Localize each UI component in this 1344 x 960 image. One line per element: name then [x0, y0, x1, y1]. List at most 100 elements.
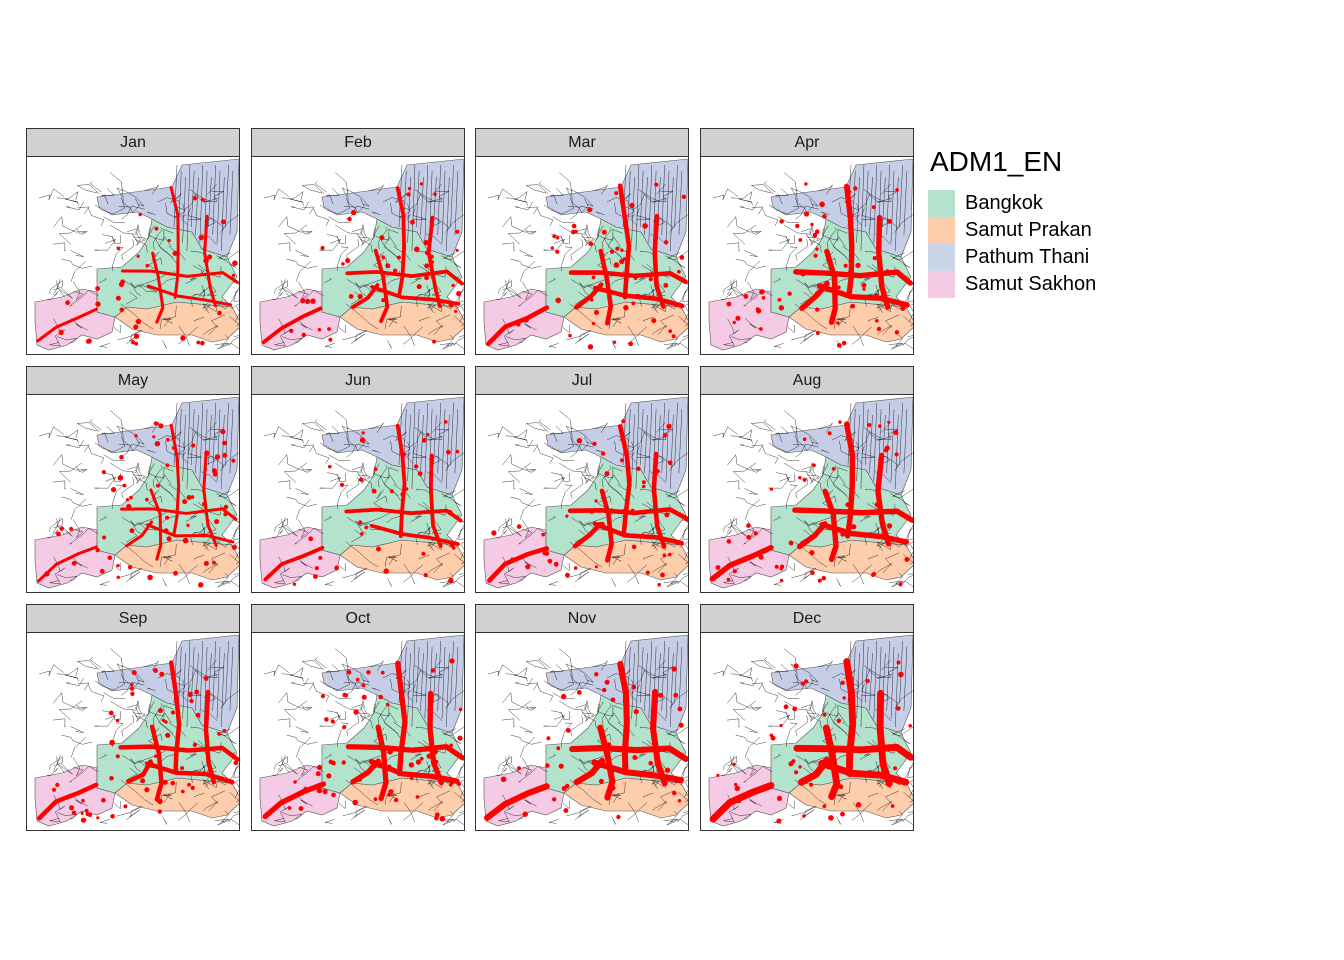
observation-point [158, 423, 164, 429]
observation-point [716, 773, 720, 777]
observation-point [591, 275, 596, 280]
observation-corridor [203, 689, 217, 785]
observation-point [421, 551, 426, 556]
observation-corridor [120, 507, 238, 521]
observation-point [357, 293, 363, 300]
observation-corridor [169, 423, 181, 537]
observation-point [231, 544, 237, 550]
observation-point [851, 524, 857, 530]
observation-point [847, 771, 853, 778]
observation-point [110, 487, 117, 493]
observation-point [424, 263, 430, 269]
observation-point [170, 780, 176, 786]
observation-corridor [574, 282, 604, 310]
observation-point [173, 570, 178, 576]
observation-point [65, 300, 70, 306]
observation-point [198, 234, 204, 241]
choropleth-map [483, 634, 688, 827]
observation-point [289, 328, 294, 333]
observation-point [84, 808, 89, 813]
observation-point [327, 327, 331, 331]
observation-point [69, 526, 74, 531]
observation-point [658, 692, 664, 698]
observation-corridor [650, 688, 668, 787]
observation-point [874, 319, 879, 323]
observation-point [56, 531, 61, 537]
observation-point [145, 263, 150, 268]
observation-point [324, 717, 329, 722]
observation-point [587, 207, 593, 213]
observation-point [71, 560, 77, 566]
observation-point [153, 668, 158, 673]
observation-point [172, 250, 178, 256]
observation-point [541, 532, 546, 537]
observation-point [847, 520, 852, 525]
observation-point [780, 564, 785, 569]
observation-point [342, 725, 347, 730]
observation-point [734, 785, 740, 792]
observation-point [434, 759, 439, 764]
observation-point [187, 782, 191, 787]
observation-point [166, 437, 170, 442]
observation-point [867, 423, 872, 427]
observation-point [370, 763, 376, 769]
observation-point [753, 531, 758, 536]
observation-point [774, 564, 779, 569]
observation-point [292, 582, 297, 586]
observation-point [423, 573, 428, 578]
observation-point [878, 424, 882, 428]
observation-point [761, 296, 766, 300]
observation-point [341, 760, 346, 765]
facet-panel-dec: Dec [700, 604, 914, 831]
observation-point [896, 706, 901, 711]
observation-point [231, 458, 236, 463]
facet-panel-nov: Nov [475, 604, 689, 831]
observation-corridor [118, 744, 239, 762]
observation-point [589, 298, 594, 302]
observation-point [107, 555, 113, 561]
observation-point [855, 802, 862, 808]
observation-point [758, 554, 764, 560]
observation-point [108, 710, 114, 716]
observation-corridor [652, 213, 666, 309]
observation-point [828, 815, 834, 821]
observation-point [846, 525, 851, 531]
observation-point [561, 693, 567, 700]
observation-point [671, 334, 676, 339]
observation-point [204, 450, 210, 456]
observation-point [610, 508, 614, 512]
observation-point [777, 297, 782, 302]
observation-point [874, 293, 879, 298]
observation-point [894, 330, 900, 335]
observation-point [165, 732, 171, 738]
facet-strip-label: Feb [251, 128, 465, 157]
observation-point [836, 343, 842, 348]
observation-corridor [373, 248, 390, 324]
observation-corridor [617, 660, 630, 776]
facet-strip-label: Mar [475, 128, 689, 157]
observation-point [180, 789, 185, 794]
observation-point [663, 240, 669, 245]
observation-point [667, 460, 673, 466]
observation-point [759, 289, 765, 295]
observation-point [449, 658, 455, 664]
observation-point [662, 553, 667, 557]
observation-point [115, 718, 120, 723]
observation-point [328, 464, 332, 469]
observation-point [576, 690, 582, 695]
observation-point [413, 747, 418, 751]
observation-point [410, 219, 415, 225]
region-samut-prakan [114, 777, 239, 819]
observation-point [600, 521, 605, 527]
observation-point [196, 340, 201, 345]
observation-point [348, 294, 354, 299]
choropleth-map [483, 396, 688, 589]
observation-point [884, 445, 890, 451]
observation-point [157, 809, 162, 814]
observation-point [826, 744, 831, 749]
observation-point [604, 471, 610, 477]
observation-point [552, 797, 557, 802]
observation-point [829, 508, 834, 513]
observation-point [147, 574, 153, 581]
observation-point [651, 318, 657, 324]
